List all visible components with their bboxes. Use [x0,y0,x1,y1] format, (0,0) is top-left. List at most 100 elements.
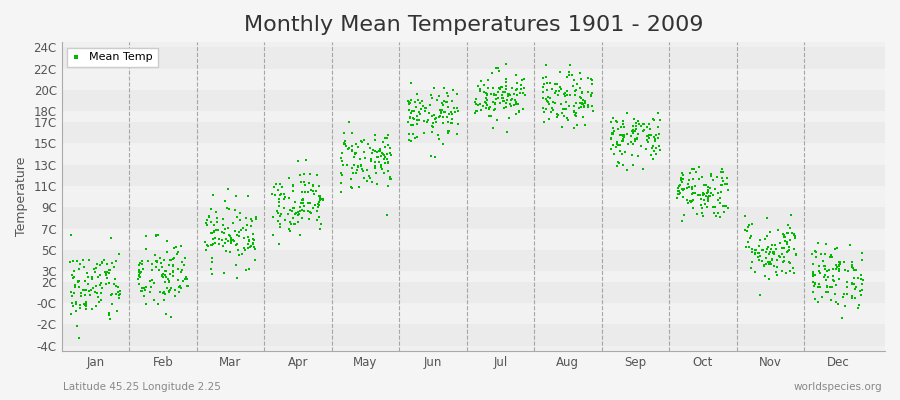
Mean Temp [616,133,630,139]
Mean Temp [568,88,582,94]
Mean Temp [373,146,387,152]
Mean Temp [148,263,163,270]
Mean Temp [450,130,464,137]
Mean Temp [346,170,360,176]
Mean Temp [675,170,689,176]
Mean Temp [818,277,832,284]
Mean Temp [99,271,113,278]
Mean Temp [848,286,862,293]
Mean Temp [806,279,820,286]
Mean Temp [472,83,486,90]
Mean Temp [536,95,550,101]
Mean Temp [643,135,657,141]
Mean Temp [436,120,450,126]
Mean Temp [292,204,307,210]
Mean Temp [215,229,230,236]
Mean Temp [481,77,495,84]
Mean Temp [374,162,388,168]
Mean Temp [376,139,391,145]
Mean Temp [851,305,866,311]
Mean Temp [303,210,318,216]
Mean Temp [636,166,651,172]
Mean Temp [224,238,238,244]
Mean Temp [78,302,93,309]
Mean Temp [242,236,256,243]
Mean Temp [283,219,297,226]
Mean Temp [283,207,297,214]
Mean Temp [581,88,596,95]
Mean Temp [688,183,702,189]
Mean Temp [544,105,559,112]
Mean Temp [714,188,728,195]
Mean Temp [566,109,580,116]
Mean Temp [608,144,623,150]
Mean Temp [495,88,509,95]
Mean Temp [377,153,392,160]
Mean Temp [744,264,759,271]
Mean Temp [740,228,754,234]
Mean Temp [695,174,709,180]
Mean Temp [242,266,256,272]
Mean Temp [238,266,253,273]
Mean Temp [786,265,800,272]
Mean Temp [286,188,301,194]
Mean Temp [620,110,634,116]
Mean Temp [536,75,550,82]
Mean Temp [273,224,287,230]
Mean Temp [808,248,823,254]
Mean Temp [223,235,238,241]
Mean Temp [672,191,687,197]
Mean Temp [107,264,122,270]
Mean Temp [103,267,117,274]
Mean Temp [448,109,463,115]
Mean Temp [706,204,720,210]
Mean Temp [198,239,212,246]
Mean Temp [757,263,771,270]
Mean Temp [410,91,424,97]
Mean Temp [208,235,222,242]
Mean Temp [719,203,733,210]
Mean Temp [716,203,731,210]
Mean Temp [152,255,166,261]
Mean Temp [619,130,634,137]
Mean Temp [205,192,220,198]
Mean Temp [372,159,386,166]
Mean Temp [67,290,81,297]
Mean Temp [239,222,254,228]
Mean Temp [580,104,595,110]
Mean Temp [137,293,151,299]
Mean Temp [237,234,251,241]
Mean Temp [148,233,163,240]
Mean Temp [103,316,117,322]
Mean Temp [575,89,590,96]
Mean Temp [715,182,729,188]
Mean Temp [677,186,691,192]
Mean Temp [78,301,93,307]
Mean Temp [377,170,392,176]
Mean Temp [764,260,778,267]
Mean Temp [503,101,517,108]
Mean Temp [684,186,698,192]
Mean Temp [487,91,501,97]
Mean Temp [368,132,382,138]
Mean Temp [787,269,801,276]
Mean Temp [826,266,841,272]
Mean Temp [814,251,828,257]
Mean Temp [631,118,645,124]
Mean Temp [767,249,781,256]
Mean Temp [578,100,592,106]
Mean Temp [441,104,455,110]
Mean Temp [113,288,128,294]
Mean Temp [316,196,330,202]
Mean Temp [209,226,223,233]
Mean Temp [640,133,654,140]
Mean Temp [626,130,641,136]
Mean Temp [157,257,171,264]
Mean Temp [78,298,93,305]
Mean Temp [355,166,369,172]
Bar [62,69,885,90]
Mean Temp [244,242,258,249]
Mean Temp [844,293,859,300]
Mean Temp [680,199,695,206]
Mean Temp [571,81,585,87]
